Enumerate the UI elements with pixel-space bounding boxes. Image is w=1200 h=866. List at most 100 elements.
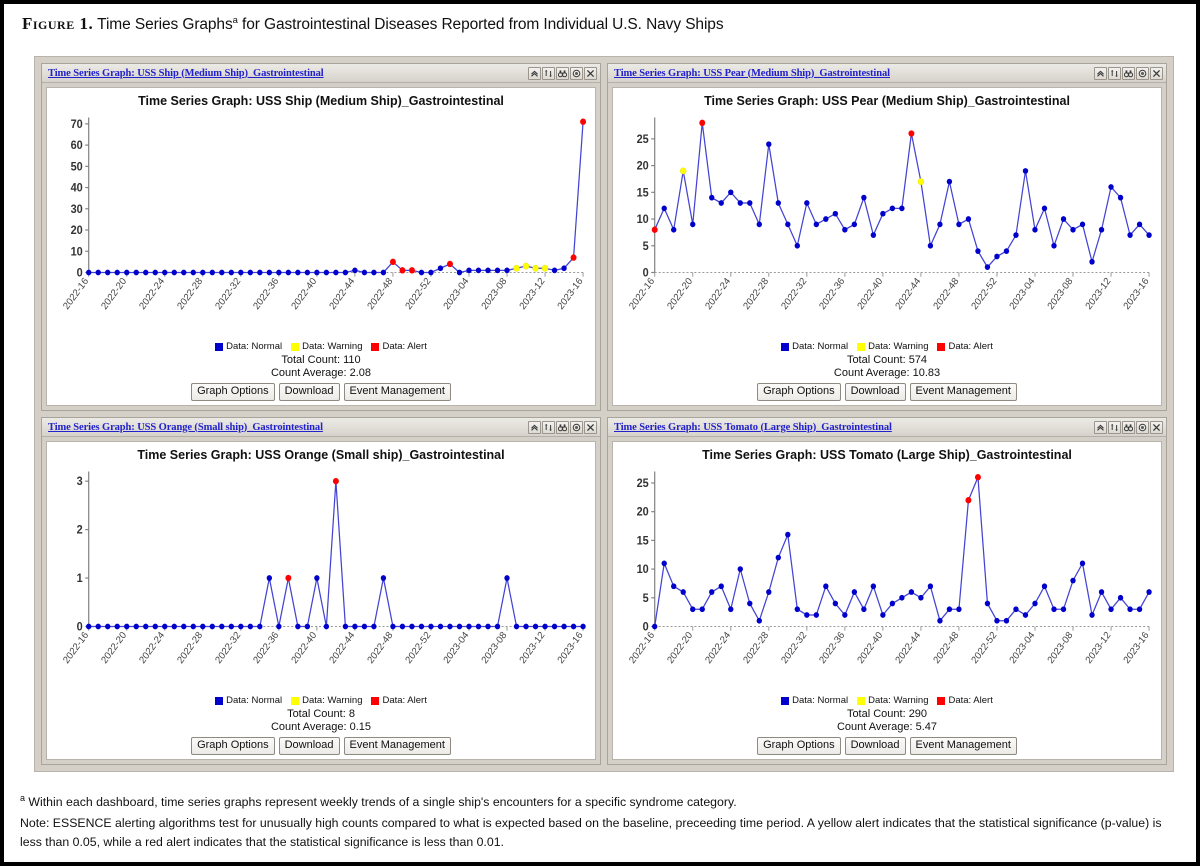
titlebar-icon-group [1094,66,1163,80]
svg-text:2022-52: 2022-52 [970,630,1000,666]
collapse-icon[interactable] [1094,420,1107,434]
chart-legend: Data: Normal Data: Warning Data: Alert [49,341,593,352]
download-button[interactable]: Download [844,737,906,755]
collapse-icon[interactable] [1094,66,1107,80]
svg-text:10: 10 [637,564,649,576]
binoculars-icon[interactable] [556,420,569,434]
download-button[interactable]: Download [844,383,906,401]
panel-title-link[interactable]: Time Series Graph: USS Ship (Medium Ship… [48,67,324,79]
panel-title-link[interactable]: Time Series Graph: USS Orange (Small shi… [48,421,323,433]
binoculars-icon[interactable] [1122,420,1135,434]
close-icon[interactable] [1150,420,1163,434]
svg-text:2023-04: 2023-04 [1008,275,1038,312]
settings-icon[interactable] [1136,66,1149,80]
panel-title-link[interactable]: Time Series Graph: USS Tomato (Large Shi… [614,421,892,433]
collapse-icon[interactable] [528,66,541,80]
svg-text:2022-48: 2022-48 [366,630,396,666]
svg-text:2022-24: 2022-24 [703,629,733,666]
download-button[interactable]: Download [278,737,340,755]
svg-text:2022-48: 2022-48 [932,630,962,666]
svg-text:5: 5 [643,240,649,252]
svg-text:2023-12: 2023-12 [1084,630,1114,666]
settings-icon[interactable] [570,420,583,434]
legend-item-warning: Data: Warning [857,341,928,352]
event-management-button[interactable]: Event Management [909,737,1017,755]
panel-button-row: Graph Options Download Event Management [615,737,1159,755]
svg-text:2022-20: 2022-20 [99,275,129,312]
event-management-button[interactable]: Event Management [909,383,1017,401]
svg-text:2023-04: 2023-04 [1008,629,1038,666]
event-management-button[interactable]: Event Management [343,383,451,401]
svg-text:2022-16: 2022-16 [627,630,657,666]
svg-text:2022-36: 2022-36 [817,630,847,666]
close-icon[interactable] [1150,66,1163,80]
time-series-plot[interactable]: 0 10 20 30 40 50 60 70 2022-16 2022-20 2022-24 2022… [49,109,593,340]
refresh-icon[interactable] [1108,66,1121,80]
svg-text:2023-08: 2023-08 [480,276,510,312]
close-icon[interactable] [584,420,597,434]
binoculars-icon[interactable] [556,66,569,80]
svg-text:2022-40: 2022-40 [289,275,319,312]
svg-text:15: 15 [637,535,649,547]
legend-label-normal: Data: Normal [226,341,283,353]
legend-item-normal: Data: Normal [215,695,282,706]
legend-item-normal: Data: Normal [781,695,848,706]
svg-text:2023-16: 2023-16 [1122,276,1152,312]
time-series-plot[interactable]: 0 5 10 15 20 25 2022-16 2022-20 2022-24 2022-28 20… [615,463,1159,694]
svg-text:2022-44: 2022-44 [894,629,924,666]
time-series-plot[interactable]: 0 5 10 15 20 25 2022-16 2022-20 2022-24 2022-28 20… [615,109,1159,340]
svg-text:2022-24: 2022-24 [137,275,167,312]
svg-text:15: 15 [637,187,649,199]
graph-options-button[interactable]: Graph Options [757,383,841,401]
count-average: Count Average: 10.83 [833,367,941,380]
chart-legend: Data: Normal Data: Warning Data: Alert [615,695,1159,706]
legend-swatch-normal [781,342,790,351]
refresh-icon[interactable] [542,66,555,80]
graph-options-button[interactable]: Graph Options [191,383,275,401]
svg-text:0: 0 [643,621,649,633]
svg-text:2022-32: 2022-32 [779,276,809,312]
panel-button-row: Graph Options Download Event Management [49,383,593,401]
binoculars-icon[interactable] [1122,66,1135,80]
chart-panel-1: Time Series Graph: USS Ship (Medium Ship… [41,63,601,411]
svg-text:5: 5 [643,593,649,605]
time-series-plot[interactable]: 0 1 2 3 2022-16 2022-20 2022-24 2022-28 2022-32 2… [49,463,593,694]
settings-icon[interactable] [570,66,583,80]
counts-summary: Total Count: 110 Count Average: 2.08 [49,354,593,380]
svg-text:2022-52: 2022-52 [970,276,1000,312]
download-button[interactable]: Download [278,383,340,401]
panel-title-link[interactable]: Time Series Graph: USS Pear (Medium Ship… [614,67,890,79]
svg-text:2023-12: 2023-12 [1084,276,1114,312]
refresh-icon[interactable] [542,420,555,434]
graph-options-button[interactable]: Graph Options [757,737,841,755]
svg-text:3: 3 [77,476,83,488]
collapse-icon[interactable] [528,420,541,434]
svg-text:2022-24: 2022-24 [137,629,167,666]
legend-label-warning: Data: Warning [302,341,363,353]
svg-text:20: 20 [637,160,649,172]
svg-text:1: 1 [77,573,83,585]
svg-text:2023-08: 2023-08 [1046,276,1076,312]
titlebar-icon-group [1094,420,1163,434]
total-count: Total Count: 8 [287,708,355,721]
settings-icon[interactable] [1136,420,1149,434]
svg-text:2022-40: 2022-40 [855,275,885,312]
chart-panel-2: Time Series Graph: USS Pear (Medium Ship… [607,63,1167,411]
counts-summary: Total Count: 290 Count Average: 5.47 [615,708,1159,734]
refresh-icon[interactable] [1108,420,1121,434]
svg-text:2022-16: 2022-16 [61,630,91,666]
close-icon[interactable] [584,66,597,80]
figure-caption-before: Time Series Graphs [93,16,233,33]
graph-options-button[interactable]: Graph Options [191,737,275,755]
svg-text:10: 10 [637,214,649,226]
counts-summary: Total Count: 574 Count Average: 10.83 [615,354,1159,380]
event-management-button[interactable]: Event Management [343,737,451,755]
legend-label-alert: Data: Alert [382,695,427,707]
svg-text:2023-16: 2023-16 [556,630,586,666]
legend-item-warning: Data: Warning [291,341,362,352]
legend-swatch-normal [781,696,790,705]
count-average: Count Average: 5.47 [836,721,938,734]
svg-text:2022-40: 2022-40 [855,629,885,666]
chart-panel-3: Time Series Graph: USS Orange (Small shi… [41,417,601,765]
panel-button-row: Graph Options Download Event Management [49,737,593,755]
